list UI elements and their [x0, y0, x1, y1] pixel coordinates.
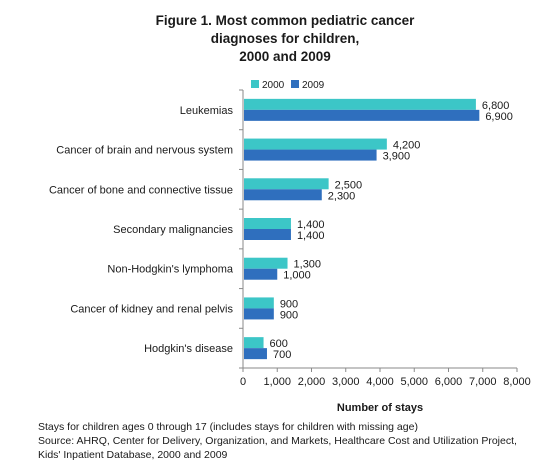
data-label-2009: 3,900	[383, 151, 411, 163]
bar-2000	[244, 297, 274, 309]
x-tick-label: 1,000	[263, 376, 291, 388]
category-label: Cancer of bone and connective tissue	[49, 184, 233, 196]
category-label: Leukemias	[180, 105, 234, 117]
footnote-ages: Stays for children ages 0 through 17 (in…	[38, 421, 418, 433]
x-tick-label: 8,000	[503, 376, 531, 388]
bar-2009	[244, 189, 322, 201]
x-tick-label: 7,000	[469, 376, 497, 388]
x-tick-label: 6,000	[435, 376, 463, 388]
chart-title-line: Figure 1. Most common pediatric cancer	[155, 13, 415, 28]
bar-2009	[244, 348, 267, 360]
data-label-2009: 1,000	[283, 270, 311, 282]
data-label-2009: 2,300	[328, 190, 356, 202]
legend-swatch-2009	[291, 80, 299, 88]
data-label-2009: 700	[273, 349, 291, 361]
data-label-2009: 6,900	[485, 111, 513, 123]
chart-title-line: 2000 and 2009	[239, 49, 331, 64]
bar-2000	[244, 178, 329, 190]
legend-label-2009: 2009	[302, 80, 325, 91]
category-label: Secondary malignancies	[113, 224, 233, 236]
category-label: Hodgkin's disease	[144, 343, 233, 355]
data-label-2000: 1,400	[297, 219, 325, 231]
x-tick-label: 0	[240, 376, 246, 388]
bar-2000	[244, 218, 291, 229]
category-label: Non-Hodgkin's lymphoma	[107, 264, 233, 276]
data-label-2009: 1,400	[297, 230, 325, 242]
data-label-2000: 4,200	[393, 140, 421, 152]
x-tick-label: 5,000	[400, 376, 428, 388]
bar-2009	[244, 308, 274, 320]
footnote-database: Kids' Inpatient Database, 2000 and 2009	[38, 449, 228, 461]
data-label-2000: 1,300	[294, 259, 322, 271]
bar-2000	[244, 138, 387, 150]
category-label: Cancer of kidney and renal pelvis	[70, 303, 233, 315]
x-tick-label: 4,000	[366, 376, 394, 388]
bar-2000	[244, 337, 264, 349]
data-label-2000: 6,800	[482, 100, 510, 112]
bar-2009	[244, 268, 278, 280]
data-label-2009: 900	[280, 309, 298, 321]
x-axis-title: Number of stays	[337, 402, 423, 414]
footnote-source: Source: AHRQ, Center for Delivery, Organ…	[38, 435, 517, 447]
bar-2009	[244, 109, 480, 121]
data-label-2000: 2,500	[335, 179, 363, 191]
bar-2009	[244, 229, 291, 240]
category-label: Cancer of brain and nervous system	[56, 145, 233, 157]
bar-2000	[244, 98, 476, 110]
chart-title-line: diagnoses for children,	[210, 31, 360, 46]
bar-2000	[244, 257, 288, 269]
legend-label-2000: 2000	[262, 80, 285, 91]
x-tick-label: 3,000	[332, 376, 360, 388]
chart-title: Figure 1. Most common pediatric cancer d…	[120, 12, 450, 66]
data-label-2000: 600	[270, 338, 288, 350]
legend-swatch-2000	[251, 80, 259, 88]
x-tick-label: 2,000	[298, 376, 326, 388]
data-label-2000: 900	[280, 298, 298, 310]
bar-2009	[244, 149, 377, 161]
